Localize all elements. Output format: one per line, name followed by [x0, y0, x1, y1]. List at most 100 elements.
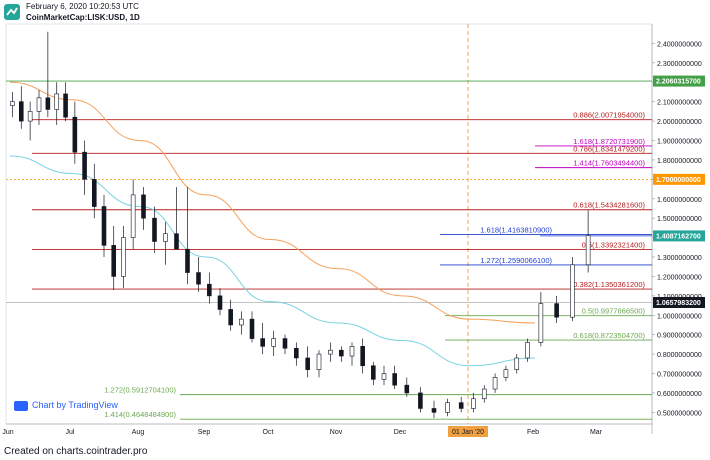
fib-level-label: 1.272(1.2590066100): [480, 256, 552, 265]
fib-level-label: 0.786(1.8341479200): [573, 144, 645, 153]
candle-body: [27, 111, 33, 122]
candle-body: [316, 353, 322, 370]
candle-body: [570, 264, 575, 318]
y-tick-label: 1.2000000000: [657, 274, 702, 281]
candle-body: [207, 283, 212, 297]
price-tag-label: 2.2060315700: [656, 79, 701, 86]
moving-average-orange: [9, 81, 536, 324]
fib-level-label: 1.414(1.7603494400): [573, 159, 645, 168]
fib-level-label: 0.618(1.5434281600): [573, 201, 645, 210]
y-tick-label: 1.0000000000: [657, 313, 702, 320]
price-tag: [653, 173, 705, 185]
fib-level-label: 1.414(0.4648484900): [104, 410, 176, 419]
candle-body: [458, 402, 464, 409]
x-tick-label: Jun: [2, 429, 13, 436]
candle-body: [141, 194, 146, 219]
fib-level-label: 0.5(1.3392321400): [582, 240, 646, 249]
x-tick-label: 01 Jan '20: [452, 429, 484, 436]
candle-body: [10, 101, 15, 106]
fib-level-label: 1.272(0.5912704100): [104, 386, 176, 395]
candle-body: [54, 93, 60, 110]
y-tick-label: 1.9000000000: [657, 139, 702, 146]
x-tick-label: Sep: [198, 429, 211, 436]
candle-body: [163, 233, 168, 242]
timestamp-label: February 6, 2020 10:20:53 UTC: [26, 2, 139, 11]
candle-body: [36, 97, 42, 112]
candle-body: [492, 377, 498, 390]
fib-level-label: 1.618(1.4163810900): [480, 225, 552, 234]
y-tick-label: 1.5000000000: [657, 216, 702, 223]
candle-body: [185, 248, 190, 273]
candle-body: [282, 338, 288, 349]
candle-body: [339, 349, 344, 357]
fib-level-label: 0.5(0.9977666500): [582, 307, 646, 316]
candle-body: [174, 233, 179, 250]
price-tag-label: 1.0657983200: [656, 300, 701, 307]
candle-body: [152, 217, 157, 242]
candle-body: [360, 346, 365, 367]
y-tick-label: 1.6000000000: [657, 197, 702, 204]
candle-body: [271, 338, 276, 347]
candle-body: [328, 349, 333, 355]
candle-body: [305, 357, 310, 370]
x-tick-label: Feb: [527, 429, 539, 436]
candle-body: [431, 408, 437, 413]
candle-body: [111, 245, 117, 277]
price-tag: [653, 296, 705, 308]
y-tick-label: 0.7000000000: [657, 372, 702, 379]
y-tick-label: 0.6000000000: [657, 391, 702, 398]
brand-logo-icon: [4, 4, 20, 20]
candle-body: [260, 338, 265, 347]
x-tick-label: Dec: [394, 429, 407, 436]
candle-body: [525, 342, 530, 359]
x-tick-label: Aug: [132, 429, 145, 436]
plot-area: [5, 23, 653, 425]
y-tick-label: 2.4000000000: [657, 41, 702, 48]
tradingview-watermark[interactable]: Chart by TradingView: [14, 400, 118, 411]
tradingview-logo-icon: [14, 400, 28, 411]
candle-body: [481, 388, 487, 400]
fib-level-label: 0.618(0.8723504700): [573, 331, 645, 340]
candle-body: [392, 373, 397, 386]
candle-body: [514, 357, 520, 370]
x-tick-label: Jul: [66, 429, 75, 436]
candle-body: [418, 392, 423, 409]
fib-level-label: 0.886(2.0071954000): [573, 111, 645, 120]
candle-body: [91, 179, 97, 207]
candle-body: [239, 318, 244, 326]
candle-body: [72, 116, 78, 153]
candle-body: [381, 373, 387, 380]
candle-body: [371, 365, 376, 380]
x-tick-label: Nov: [330, 429, 343, 436]
price-tag: [653, 230, 705, 242]
candle-body: [503, 369, 509, 378]
candle-body: [63, 93, 68, 118]
y-tick-label: 0.9000000000: [657, 333, 702, 340]
fib-level-label: 1.618(1.8720731900): [573, 137, 645, 146]
candle-body: [82, 151, 87, 180]
candle-body: [130, 194, 136, 238]
candle-body: [196, 272, 201, 285]
candle-body: [585, 235, 591, 266]
candle-body: [217, 295, 223, 310]
x-tick-label: Mar: [590, 429, 603, 436]
y-tick-label: 0.8000000000: [657, 352, 702, 359]
symbol-label: CoinMarketCap:LISK:USD, 1D: [26, 13, 140, 22]
y-tick-label: 2.1000000000: [657, 100, 702, 107]
footer-credit: Created on charts.cointrader.pro: [4, 446, 148, 457]
x-tick-highlight: [448, 426, 488, 437]
y-tick-label: 2.3000000000: [657, 61, 702, 68]
price-tag-label: 1.7000000000: [656, 177, 701, 184]
candle-body: [228, 309, 233, 326]
candle-body: [538, 303, 544, 343]
price-tag: [653, 75, 705, 87]
y-tick-label: 2.0000000000: [657, 119, 702, 126]
x-tick-label: Oct: [263, 429, 274, 436]
candle-body: [101, 206, 107, 246]
y-tick-label: 0.5000000000: [657, 410, 702, 417]
candle-body: [294, 347, 299, 359]
candle-body: [121, 237, 126, 277]
candle-body: [471, 398, 476, 409]
